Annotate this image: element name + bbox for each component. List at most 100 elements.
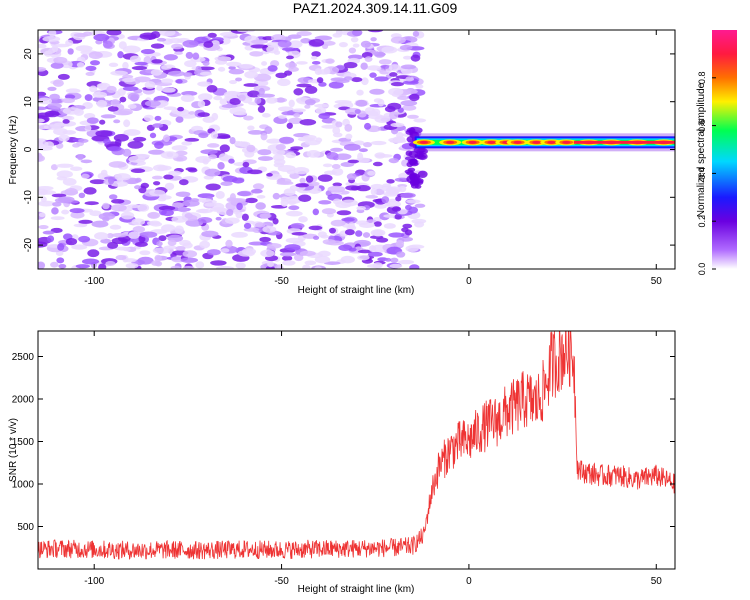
spectrogram-noise-cell — [378, 59, 392, 65]
spectrogram-noise-cell — [400, 192, 416, 199]
spectrogram-noise-cell — [182, 242, 193, 249]
spectrogram-noise-cell — [154, 254, 162, 262]
spectrogram-noise-cell — [285, 210, 303, 217]
spectrogram-noise-cell — [264, 126, 273, 135]
spectrogram-noise-cell — [78, 138, 89, 143]
spectrogram-noise-cell — [322, 239, 336, 245]
spectrogram-noise-cell — [355, 99, 368, 107]
spectrogram-noise-cell — [182, 265, 195, 269]
spectrogram-noise-cell — [410, 158, 418, 164]
spectrogram-noise-cell — [314, 266, 322, 269]
spectrogram-noise-cell — [56, 163, 74, 168]
spectrogram-noise-cell — [296, 83, 312, 88]
spectrogram-noise-cell — [38, 200, 55, 207]
spectrogram-noise-cell — [374, 76, 389, 82]
spectrogram-noise-cell — [267, 261, 274, 268]
spectrogram-noise-cell — [113, 110, 132, 116]
spectrogram-noise-cell — [355, 230, 363, 237]
spectrogram-noise-cell — [107, 241, 119, 249]
spectrogram-noise-cell — [389, 72, 398, 77]
spectrogram-noise-cell — [111, 237, 129, 245]
spectrogram-noise-cell — [38, 91, 47, 97]
spectrogram-noise-cell — [156, 37, 167, 42]
spectrogram-noise-cell — [409, 176, 419, 181]
spectrogram-noise-cell — [321, 124, 338, 129]
spectrogram-noise-cell — [62, 178, 77, 186]
spectrogram-noise-cell — [237, 250, 255, 257]
spectrogram-noise-cell — [187, 168, 198, 173]
spectrogram-noise-cell — [282, 260, 296, 266]
y-tick-label: 1500 — [12, 437, 35, 448]
spectrogram-noise-cell — [237, 191, 252, 197]
spectrogram-noise-cell — [205, 183, 221, 191]
spectrogram-noise-cell — [266, 138, 282, 144]
colorbar-tick-label: 0.8 — [697, 72, 707, 85]
spectrogram-noise-cell — [203, 41, 214, 48]
spectrogram-noise-cell — [171, 215, 188, 223]
spectrogram-noise-cell — [228, 68, 245, 75]
spectrogram-noise-cell — [308, 38, 325, 47]
spectrogram-noise-cell — [389, 111, 399, 120]
spectrogram-noise-cell — [413, 118, 427, 123]
spectrogram-noise-cell — [158, 205, 176, 211]
spectrogram-noise-cell — [417, 170, 428, 178]
spectrogram-noise-cell — [100, 114, 116, 119]
spectrogram-noise-cell — [360, 40, 371, 48]
spectrogram-noise-cell — [247, 125, 255, 131]
spectrogram-noise-cell — [225, 239, 233, 248]
spectrogram-noise-cell — [235, 77, 243, 82]
spectrogram-noise-cell — [38, 224, 49, 230]
spectrogram-noise-cell — [39, 47, 56, 55]
spectrogram-noise-cell — [139, 32, 157, 40]
spectrogram-noise-cell — [243, 115, 254, 121]
spectrogram-noise-cell — [175, 191, 191, 197]
spectrogram-noise-cell — [229, 97, 241, 106]
spectrogram-noise-cell — [257, 156, 274, 162]
spectrogram-noise-cell — [233, 208, 240, 215]
spectrogram-noise-cell — [123, 129, 141, 136]
spectrogram-noise-cell — [414, 184, 422, 189]
spectrogram-noise-cell — [318, 113, 330, 120]
colorbar-ticks: 0.0 0.2 0.4 0.6 0.8 — [697, 72, 716, 275]
spectrogram-noise-cell — [204, 168, 221, 177]
spectrogram-noise-cell — [163, 174, 174, 180]
spectrogram-noise-cell — [364, 122, 372, 130]
spectrogram-noise-cell — [356, 205, 366, 211]
spectrogram-noise-cell — [117, 51, 124, 59]
spectrogram-noise-cell — [364, 56, 373, 62]
spectrogram-noise-cell — [358, 148, 368, 153]
spectrogram-noise-cell — [405, 76, 414, 82]
spectrogram-noise-cell — [409, 264, 420, 269]
spectrogram-noise-cell — [108, 161, 127, 168]
spectrogram-noise-cell — [143, 56, 152, 65]
spectrogram-noise-cell — [133, 136, 147, 142]
spectrogram-noise-cell — [78, 219, 93, 224]
spectrogram-noise-cell — [140, 49, 155, 55]
spectrogram-noise-cell — [182, 250, 198, 258]
spectrogram-noise-cell — [46, 235, 55, 243]
spectrogram-noise-cell — [288, 99, 295, 108]
spectrogram-noise-cell — [47, 102, 62, 110]
spectrogram-noise-cell — [260, 249, 275, 258]
spectrogram-noise-cell — [374, 51, 385, 58]
spectrogram-noise-cell — [51, 207, 59, 215]
spectrogram-noise-cell — [117, 88, 126, 96]
spectrogram-noise-cell — [304, 260, 317, 266]
spectrogram-noise-cell — [84, 124, 92, 132]
x-tick-label: 50 — [651, 276, 663, 287]
spectrogram-noise-cell — [64, 94, 76, 100]
spectrogram-noise-cell — [402, 55, 412, 60]
spectrogram-noise-cell — [391, 206, 402, 212]
spectrogram-noise-cell — [291, 231, 308, 236]
spectrogram-noise-cell — [323, 67, 330, 75]
spectrogram-noise-cell — [65, 88, 81, 94]
spectrogram-noise-cell — [414, 203, 426, 208]
spectrogram-noise-cell — [267, 65, 278, 72]
spectrogram-noise-cell — [376, 237, 389, 243]
spectrogram-noise-cell — [257, 149, 272, 156]
spectrogram-noise-cell — [325, 58, 335, 64]
spectrogram-noise-cell — [150, 43, 165, 49]
spectrogram-noise-cell — [370, 37, 377, 42]
spectrogram-noise-cell — [167, 70, 186, 77]
spectrogram-noise-cell — [153, 181, 161, 186]
